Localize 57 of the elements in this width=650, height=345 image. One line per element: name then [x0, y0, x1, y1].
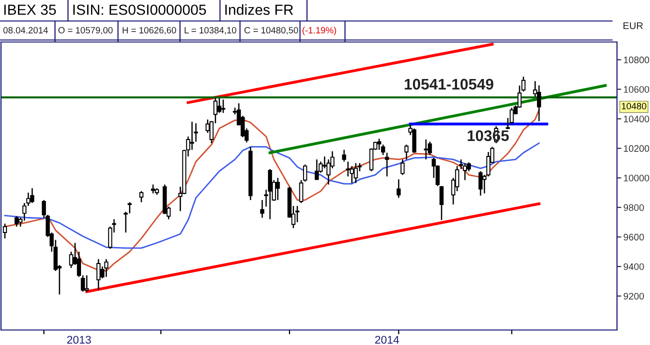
candlestick: [396, 178, 401, 198]
candlestick: [346, 161, 350, 178]
y-tick-label: 10200: [624, 145, 650, 152]
candlestick: [128, 202, 132, 214]
text: 10480: [622, 102, 646, 110]
candlestick: [217, 98, 222, 114]
y-tick-label: 10800: [624, 56, 650, 64]
candlestick: [404, 144, 409, 160]
text: C = 10480,50: [244, 27, 298, 34]
candlestick: [30, 188, 34, 204]
candlestick: [14, 216, 19, 228]
y-tick-label: 10600: [624, 86, 650, 93]
candlestick: [510, 107, 514, 125]
text: O = 10579,00: [58, 27, 113, 34]
candlestick: [190, 121, 194, 150]
candlestick: [84, 274, 89, 292]
candlestick: [521, 76, 526, 92]
candlestick: [462, 162, 467, 181]
y-tick-label: 9400: [624, 263, 644, 270]
candlestick: [440, 185, 444, 221]
candlestick: [354, 162, 358, 184]
chart-title: IBEX 35: [4, 4, 56, 15]
y-tick-label: 9200: [624, 292, 644, 300]
text: ISIN: ES0SI0000005: [73, 4, 206, 15]
candlestick: [377, 138, 382, 150]
candlestick: [412, 128, 416, 154]
candlestick: [221, 98, 226, 114]
candlestick: [424, 138, 428, 160]
y-tick-label: 9800: [624, 204, 644, 211]
text: 08.04.2014: [3, 27, 48, 34]
y-tick-label: 10000: [624, 174, 650, 182]
candlestick: [139, 190, 144, 203]
candlestick: [428, 141, 432, 156]
band-label: 10541-10549: [404, 78, 494, 90]
line-series: [4, 142, 540, 249]
text: Indizes FR: [225, 4, 294, 15]
candlestick: [268, 168, 272, 220]
text: L = 10384,10: [184, 27, 236, 34]
candlestick: [96, 258, 101, 291]
y-tick-label: 10400: [624, 116, 650, 122]
candlestick: [342, 149, 346, 162]
candlestick: [314, 158, 319, 181]
candlestick: [536, 84, 542, 122]
x-tick-label: 2014: [375, 336, 400, 344]
candlestick: [2, 223, 7, 240]
y-tick-label: 9600: [624, 234, 644, 240]
candlestick: [350, 165, 354, 184]
candlestick: [400, 158, 405, 176]
candlestick: [384, 152, 390, 178]
y-axis-title: EUR: [624, 22, 643, 30]
text: (-1.19%): [302, 26, 336, 36]
text: H = 10626,60: [122, 27, 176, 34]
candlestick: [104, 258, 108, 278]
x-tick-label: 2013: [67, 336, 91, 344]
candlestick: [260, 199, 264, 218]
candlestick: [276, 177, 280, 201]
candlestick: [478, 170, 483, 196]
